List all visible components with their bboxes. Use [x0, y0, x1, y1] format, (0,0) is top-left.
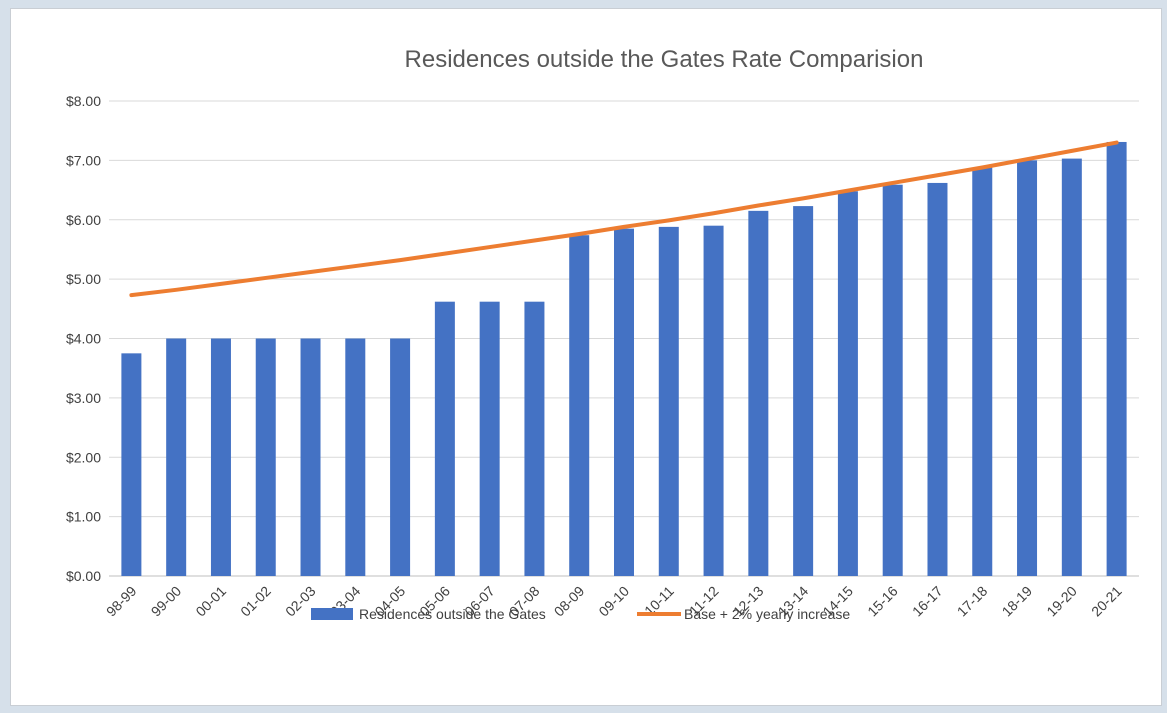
- y-tick-label: $0.00: [66, 568, 101, 584]
- x-tick-label: 19-20: [1043, 583, 1080, 620]
- bar: [166, 338, 187, 576]
- bar: [972, 167, 993, 576]
- x-tick-label: 00-01: [192, 583, 229, 620]
- bar: [121, 353, 142, 576]
- x-tick-label: 09-10: [595, 583, 632, 620]
- x-axis: 98-99 99-00 00-01 01-02 02-03 03-04 04-05 05-06…: [103, 583, 1125, 620]
- x-tick-label: 18-19: [999, 583, 1036, 620]
- line-series: [129, 140, 1119, 298]
- bar: [1017, 160, 1038, 576]
- bar: [479, 301, 500, 576]
- bar: [1106, 141, 1127, 576]
- legend-swatch-bars: [311, 608, 353, 620]
- chart-title: Residences outside the Gates Rate Compar…: [405, 46, 924, 73]
- y-tick-label: $8.00: [66, 93, 101, 109]
- bar: [882, 184, 903, 576]
- y-axis: $0.00 $1.00 $2.00 $3.00 $4.00 $5.00 $6.00 $7.00…: [66, 93, 101, 584]
- chart-svg: Residences outside the Gates Rate Compar…: [66, 46, 1139, 622]
- line-series-path: [129, 140, 1119, 298]
- x-tick-label: 01-02: [237, 583, 274, 620]
- bar: [434, 301, 455, 576]
- x-tick-label: 20-21: [1088, 583, 1125, 620]
- legend: Residences outside the Gates Base + 2% y…: [311, 606, 850, 622]
- y-tick-label: $5.00: [66, 271, 101, 287]
- bar: [703, 225, 724, 576]
- bar: [390, 338, 411, 576]
- y-tick-label: $1.00: [66, 509, 101, 525]
- bar: [255, 338, 276, 576]
- bar: [837, 191, 858, 576]
- chart-panel: Residences outside the Gates Rate Compar…: [10, 8, 1162, 706]
- y-tick-label: $6.00: [66, 212, 101, 228]
- bar: [1061, 158, 1082, 576]
- y-tick-label: $3.00: [66, 390, 101, 406]
- bar: [300, 338, 321, 576]
- bar-series: [121, 141, 1127, 576]
- x-tick-label: 17-18: [954, 583, 991, 620]
- bar: [569, 235, 590, 576]
- x-tick-label: 16-17: [909, 583, 946, 620]
- bar: [345, 338, 366, 576]
- x-tick-label: 98-99: [103, 583, 140, 620]
- bar: [524, 301, 545, 576]
- y-tick-label: $4.00: [66, 331, 101, 347]
- bar: [793, 206, 814, 576]
- bar: [658, 226, 679, 576]
- y-tick-label: $2.00: [66, 449, 101, 465]
- legend-label-line: Base + 2% yearly increase: [684, 606, 850, 622]
- x-tick-label: 99-00: [148, 583, 185, 620]
- legend-label-bars: Residences outside the Gates: [359, 606, 546, 622]
- bar: [210, 338, 231, 576]
- x-tick-label: 15-16: [864, 583, 901, 620]
- bar: [614, 228, 634, 576]
- y-tick-label: $7.00: [66, 152, 101, 168]
- bar: [927, 182, 948, 576]
- bar: [748, 210, 769, 576]
- x-tick-label: 08-09: [551, 583, 588, 620]
